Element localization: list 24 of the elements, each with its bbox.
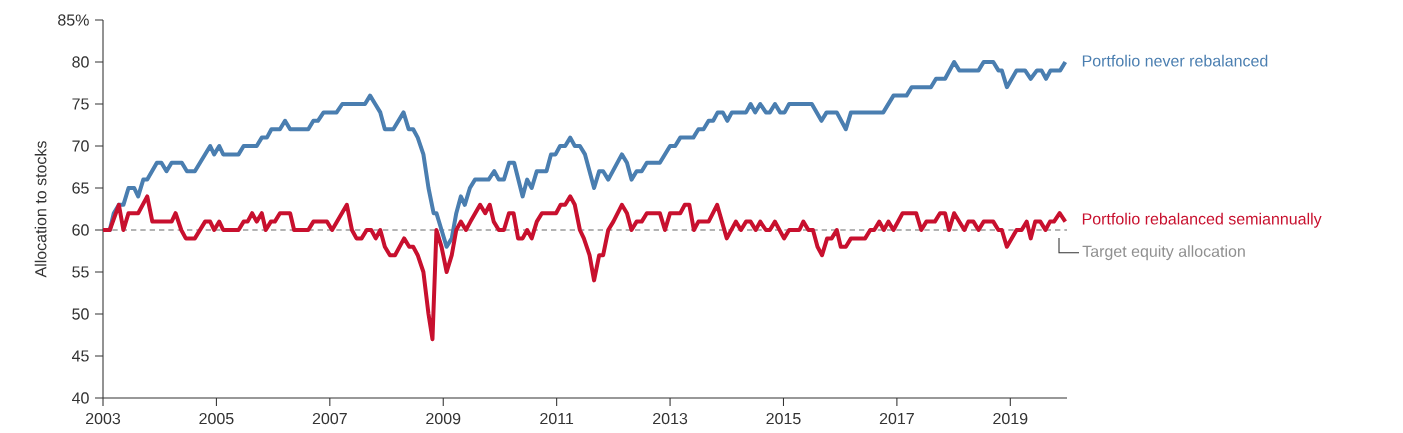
series-label: Portfolio rebalanced semiannually — [1082, 212, 1322, 228]
x-tick-label: 2017 — [879, 412, 914, 425]
x-tick-label: 2019 — [993, 412, 1028, 425]
y-tick-label: 50 — [72, 308, 89, 320]
y-tick-label: 45 — [71, 350, 89, 362]
x-tick-label: 2007 — [312, 412, 347, 425]
y-tick-label: 65 — [72, 182, 89, 194]
y-tick-label: 75 — [72, 98, 89, 110]
y-tick-label: 70 — [72, 140, 89, 152]
y-axis-title: Allocation to stocks — [34, 141, 47, 278]
ref-line-label: Target equity allocation — [1082, 245, 1245, 261]
y-tick-label: 60 — [72, 224, 89, 236]
y-tick-label: 40 — [71, 392, 89, 404]
x-tick-label: 2009 — [426, 412, 461, 425]
x-tick-label: 2013 — [653, 412, 688, 425]
series-label: Portfolio never rebalanced — [1082, 54, 1268, 67]
line-series — [101, 194, 1068, 342]
y-tick-label: 80 — [72, 56, 89, 68]
x-tick-label: 2011 — [540, 412, 574, 425]
x-tick-label: 2015 — [766, 412, 801, 425]
y-tick-label: 55 — [72, 266, 89, 278]
x-tick-label: 2005 — [199, 412, 234, 425]
x-tick-label: 2003 — [86, 412, 121, 425]
y-tick-label: 85% — [58, 14, 89, 26]
